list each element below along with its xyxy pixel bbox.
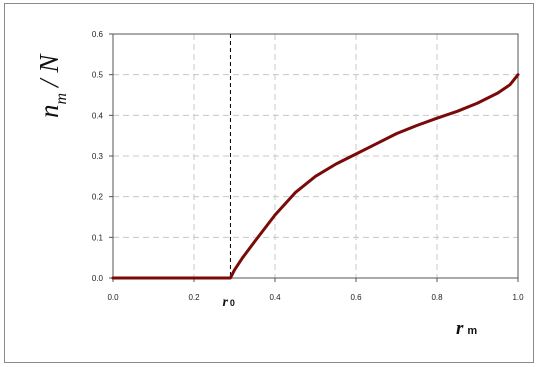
- y-tick-label: 0.0: [92, 274, 104, 283]
- x-tick-label: 1.0: [512, 293, 524, 302]
- y-axis-label: nm / N: [34, 53, 70, 118]
- y-tick-label: 0.1: [92, 233, 104, 242]
- y-tick-label: 0.5: [92, 71, 104, 80]
- y-tick-label: 0.4: [92, 111, 104, 120]
- y-axis-label-main: n: [34, 105, 64, 119]
- r0-label-sub: 0: [230, 298, 235, 308]
- y-axis-label-rest: / N: [34, 53, 64, 89]
- r0-label-main: r: [222, 295, 228, 310]
- series-line: [111, 73, 520, 280]
- chart-frame: [4, 3, 534, 363]
- x-axis-label-main: r: [456, 318, 464, 339]
- y-tick-label: 0.3: [92, 152, 104, 161]
- y-tick-label: 0.6: [92, 30, 104, 39]
- y-axis-label-sub: m: [53, 93, 70, 105]
- series-group: [111, 73, 520, 280]
- x-axis-label-sub: m: [467, 325, 477, 337]
- x-tick-label: 0.0: [107, 293, 119, 302]
- x-tick-label: 0.2: [188, 293, 200, 302]
- x-tick-label: 0.4: [269, 293, 281, 302]
- x-tick-label: 0.6: [350, 293, 362, 302]
- grid: [113, 34, 518, 278]
- y-tick-label: 0.2: [92, 193, 104, 202]
- y-axis-ticks: 0.0 0.1 0.2 0.3 0.4 0.5 0.6: [92, 30, 113, 283]
- x-tick-label: 0.8: [431, 293, 443, 302]
- x-axis-ticks: 0.0 0.2 0.4 0.6 0.8 1.0: [107, 278, 524, 302]
